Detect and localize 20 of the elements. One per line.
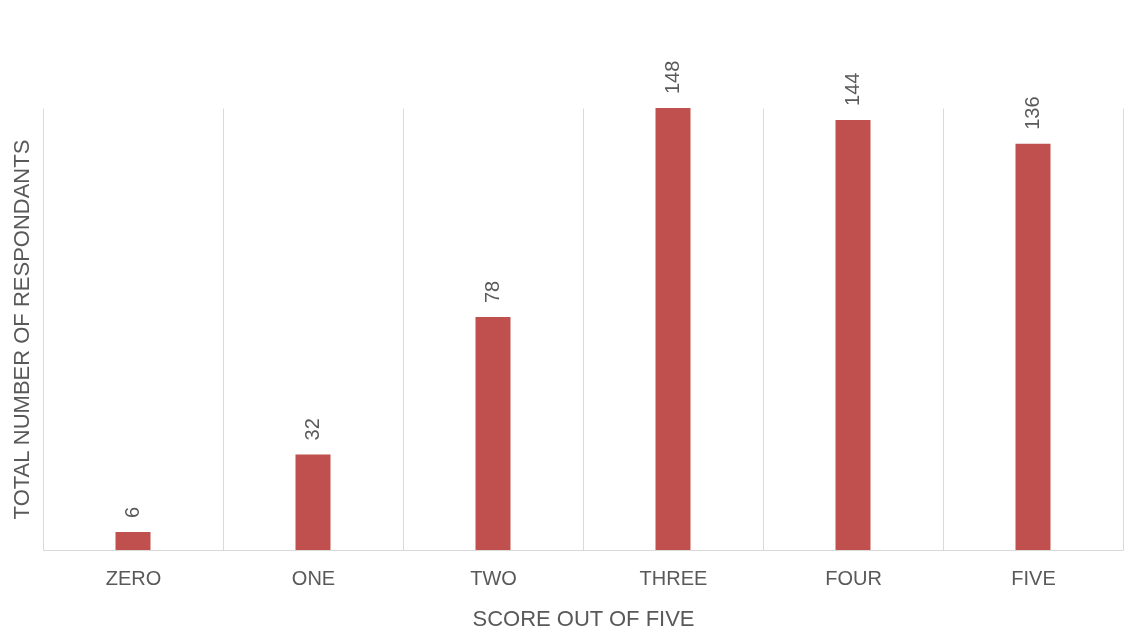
bar xyxy=(295,454,331,550)
bar xyxy=(655,108,691,550)
bar xyxy=(115,532,151,550)
data-label: 6 xyxy=(121,506,143,519)
x-tick-label: ZERO xyxy=(105,566,162,589)
x-tick-label: THREE xyxy=(639,566,708,589)
x-axis-title: SCORE OUT OF FIVE xyxy=(472,605,695,631)
x-tick-label: FIVE xyxy=(1011,566,1056,589)
bar xyxy=(475,317,511,550)
x-tick-label: TWO xyxy=(470,566,517,589)
data-label: 148 xyxy=(661,60,683,94)
bar xyxy=(1015,143,1051,550)
bar xyxy=(835,119,871,550)
data-label: 144 xyxy=(841,72,863,106)
data-label: 136 xyxy=(1021,96,1043,130)
x-tick-label: ONE xyxy=(291,566,336,589)
data-label: 32 xyxy=(301,418,323,441)
data-label: 78 xyxy=(481,280,503,304)
y-axis-title: TOTAL NUMBER OF RESPONDANTS xyxy=(8,139,34,520)
x-tick-label: FOUR xyxy=(825,566,882,589)
